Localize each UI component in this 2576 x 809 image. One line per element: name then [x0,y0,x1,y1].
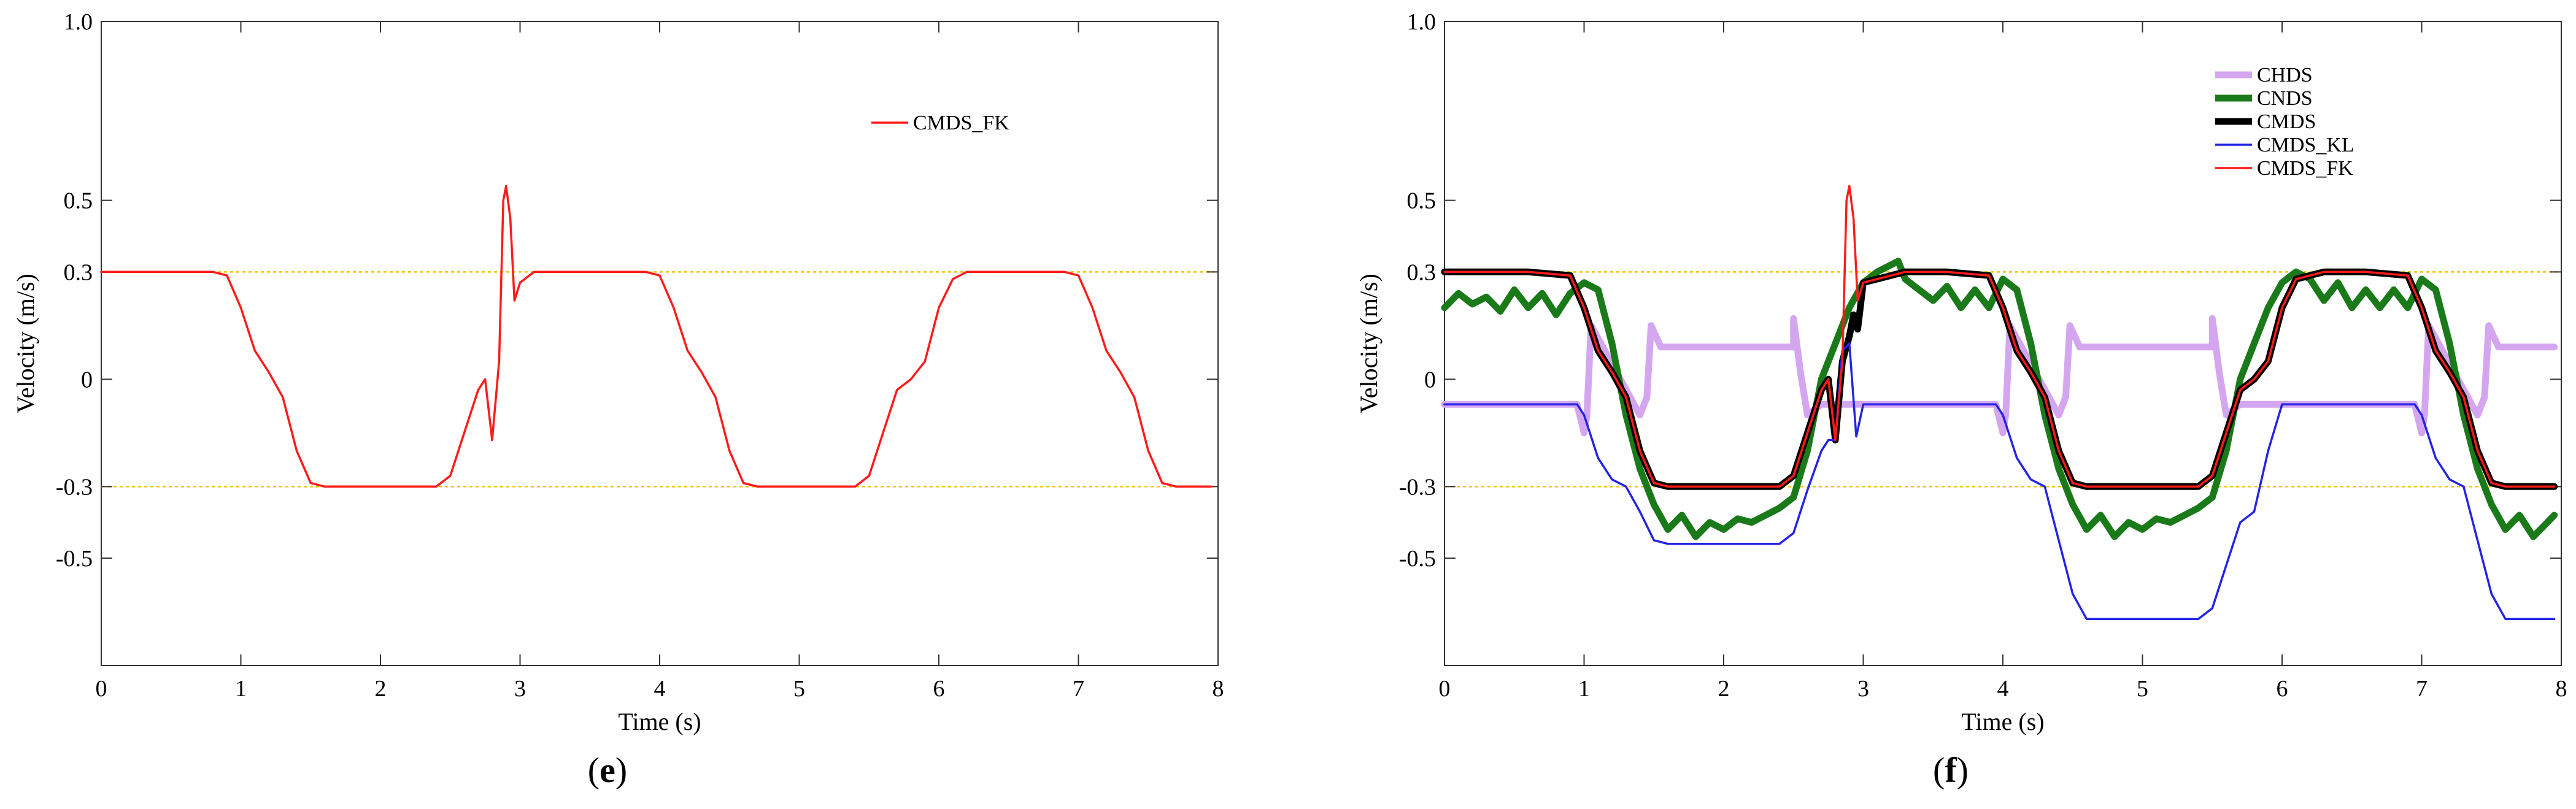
panel-label-open: ( [588,750,600,790]
x-tick-label: 6 [933,676,945,702]
legend: CMDS_FK [871,112,1009,134]
x-tick-label: 2 [375,676,387,702]
x-tick-label: 4 [1997,676,2009,702]
series-line-cmds [1441,268,2558,490]
y-tick-label: 1.0 [1407,9,1436,35]
x-tick-label: 3 [514,676,526,702]
legend-entry-label: CMDS_FK [2257,157,2353,180]
series-line-cmds-kl [1443,342,2556,620]
plot-area-frame [101,21,1219,666]
y-tick-label: 0 [81,367,93,393]
series-line-cmds-fk [100,185,1213,488]
panel-label-letter: e [600,750,615,790]
chart-panel-1: 0 1 2 3 4 5 6 7 8 -0.5 -0.3 0 0.3 0.5 1.0 Time (s) Veloc… [12,9,1224,790]
panel-label: (f) [1933,750,1969,790]
panel-label-open: ( [1933,750,1945,790]
y-tick-label: 0.3 [64,259,93,285]
x-tick-label: 3 [1857,676,1869,702]
y-tick-label: -0.3 [1399,474,1436,500]
x-tick-label: 5 [2137,676,2148,702]
y-tick-label: 0.3 [1407,259,1436,285]
x-tick-label: 7 [2416,676,2428,702]
x-tick-label: 1 [235,676,247,702]
legend-entry-label: CMDS_FK [913,112,1009,134]
legend-entry-label: CHDS [2257,64,2313,86]
x-axis-label: Time (s) [618,708,701,735]
y-tick-label: -0.5 [56,546,93,572]
panel-label: (e) [588,750,627,790]
x-tick-label: 8 [2556,676,2567,702]
x-tick-label: 0 [1439,676,1451,702]
series-line-cmds-fk [1443,185,2556,488]
x-tick-label: 0 [96,676,107,702]
x-tick-label: 2 [1718,676,1730,702]
x-tick-label: 7 [1073,676,1084,702]
x-tick-label: 5 [793,676,805,702]
y-tick-label: 1.0 [64,9,93,35]
y-tick-label: 0.5 [64,188,93,214]
y-axis-label: Velocity (m/s) [1355,274,1382,413]
legend-entry-label: CNDS [2257,87,2313,110]
x-tick-label: 8 [1213,676,1224,702]
y-tick-label: 0 [1424,367,1436,393]
legend-entry-label: CMDS_KL [2257,134,2354,156]
x-tick-label: 6 [2277,676,2288,702]
panel-label-close: ) [615,750,627,790]
panel-label-close: ) [1957,750,1969,790]
x-tick-label: 1 [1578,676,1590,702]
panel-label-letter: f [1945,750,1957,790]
legend-entry-label: CMDS [2257,110,2316,133]
chart-panel-2: 0 1 2 3 4 5 6 7 8 -0.5 -0.3 0 0.3 0.5 1.0 Time (s) Veloc… [1355,9,2567,790]
x-tick-label: 4 [654,676,666,702]
y-tick-label: -0.3 [56,474,93,500]
x-axis-label: Time (s) [1961,708,2044,735]
y-axis-label: Velocity (m/s) [12,274,39,413]
y-tick-label: -0.5 [1399,546,1436,572]
series-line-chds [1441,315,2558,437]
y-tick-label: 0.5 [1407,188,1436,214]
